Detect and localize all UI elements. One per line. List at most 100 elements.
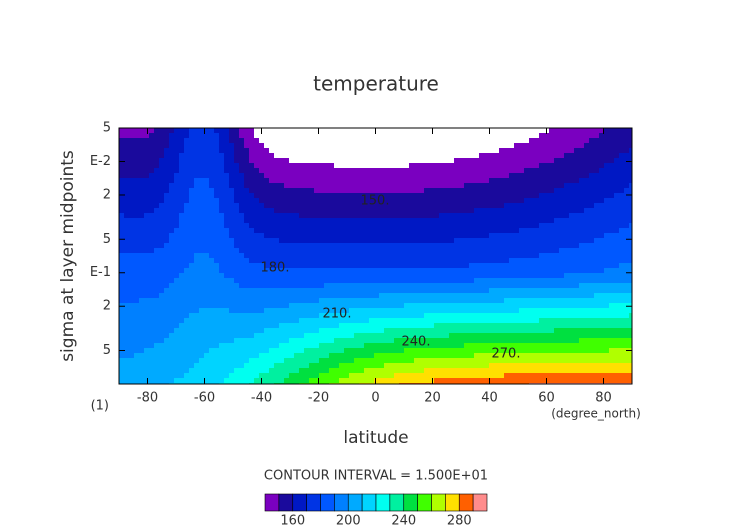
contour-cell	[564, 243, 570, 249]
contour-cell	[619, 223, 625, 229]
contour-cell	[204, 233, 210, 239]
contour-cell	[619, 213, 625, 219]
contour-cell	[139, 253, 145, 259]
contour-cell	[274, 128, 280, 134]
contour-cell	[499, 228, 505, 234]
contour-cell	[249, 303, 255, 309]
contour-cell	[429, 263, 435, 269]
contour-cell	[139, 368, 145, 374]
contour-cell	[159, 148, 165, 154]
contour-cell	[359, 278, 365, 284]
contour-cell	[554, 343, 560, 349]
contour-cell	[434, 153, 440, 159]
contour-cell	[404, 168, 410, 174]
contour-cell	[239, 263, 245, 269]
contour-cell	[444, 158, 450, 164]
contour-cell	[389, 348, 395, 354]
contour-cell	[569, 203, 575, 209]
contour-cell	[189, 308, 195, 314]
contour-cell	[184, 208, 190, 214]
contour-cell	[274, 318, 280, 324]
contour-cell	[159, 143, 165, 149]
contour-cell	[419, 263, 425, 269]
contour-cell	[254, 163, 260, 169]
contour-cell	[379, 293, 385, 299]
contour-cell	[214, 213, 220, 219]
contour-cell	[374, 338, 380, 344]
contour-cell	[524, 243, 530, 249]
contour-cell	[299, 283, 305, 289]
contour-cell	[334, 333, 340, 339]
contour-cell	[504, 193, 510, 199]
contour-cell	[299, 153, 305, 159]
contour-cell	[509, 333, 515, 339]
contour-cell	[209, 173, 215, 179]
contour-cell	[534, 308, 540, 314]
contour-cell	[144, 143, 150, 149]
contour-cell	[439, 348, 445, 354]
contour-cell	[324, 298, 330, 304]
contour-cell	[124, 293, 130, 299]
contour-cell	[204, 293, 210, 299]
contour-cell	[514, 173, 520, 179]
contour-cell	[494, 158, 500, 164]
contour-cell	[124, 178, 130, 184]
contour-cell	[409, 348, 415, 354]
contour-cell	[364, 143, 370, 149]
contour-cell	[119, 168, 125, 174]
contour-cell	[429, 158, 435, 164]
contour-cell	[129, 173, 135, 179]
contour-cell	[414, 303, 420, 309]
contour-cell	[529, 328, 535, 334]
contour-cell	[294, 288, 300, 294]
contour-cell	[384, 128, 390, 134]
contour-cell	[274, 218, 280, 224]
contour-cell	[624, 323, 630, 329]
contour-cell	[554, 203, 560, 209]
contour-cell	[494, 288, 500, 294]
contour-cell	[534, 303, 540, 309]
contour-cell	[499, 273, 505, 279]
contour-cell	[189, 353, 195, 359]
contour-cell	[599, 148, 605, 154]
contour-cell	[289, 208, 295, 214]
contour-cell	[514, 238, 520, 244]
contour-cell	[424, 233, 430, 239]
contour-cell	[619, 268, 625, 274]
contour-cell	[424, 263, 430, 269]
contour-cell	[544, 258, 550, 264]
contour-cell	[479, 353, 485, 359]
contour-cell	[469, 298, 475, 304]
contour-cell	[614, 183, 620, 189]
contour-cell	[239, 253, 245, 259]
contour-cell	[459, 153, 465, 159]
contour-cell	[529, 323, 535, 329]
contour-cell	[444, 223, 450, 229]
contour-cell	[224, 233, 230, 239]
contour-cell	[329, 178, 335, 184]
contour-cell	[579, 283, 585, 289]
contour-cell	[249, 178, 255, 184]
contour-cell	[604, 268, 610, 274]
contour-cell	[479, 198, 485, 204]
contour-cell	[159, 263, 165, 269]
contour-cell	[519, 213, 525, 219]
contour-cell	[434, 308, 440, 314]
contour-cell	[269, 278, 275, 284]
contour-cell	[599, 158, 605, 164]
contour-cell	[489, 218, 495, 224]
contour-cell	[524, 328, 530, 334]
contour-cell	[239, 178, 245, 184]
contour-cell	[259, 243, 265, 249]
contour-cell	[439, 138, 445, 144]
contour-cell	[609, 158, 615, 164]
contour-cell	[579, 243, 585, 249]
contour-cell	[419, 203, 425, 209]
contour-cell	[394, 323, 400, 329]
contour-cell	[334, 203, 340, 209]
contour-cell	[339, 318, 345, 324]
contour-cell	[504, 198, 510, 204]
contour-cell	[374, 273, 380, 279]
contour-cell	[559, 193, 565, 199]
contour-cell	[514, 353, 520, 359]
